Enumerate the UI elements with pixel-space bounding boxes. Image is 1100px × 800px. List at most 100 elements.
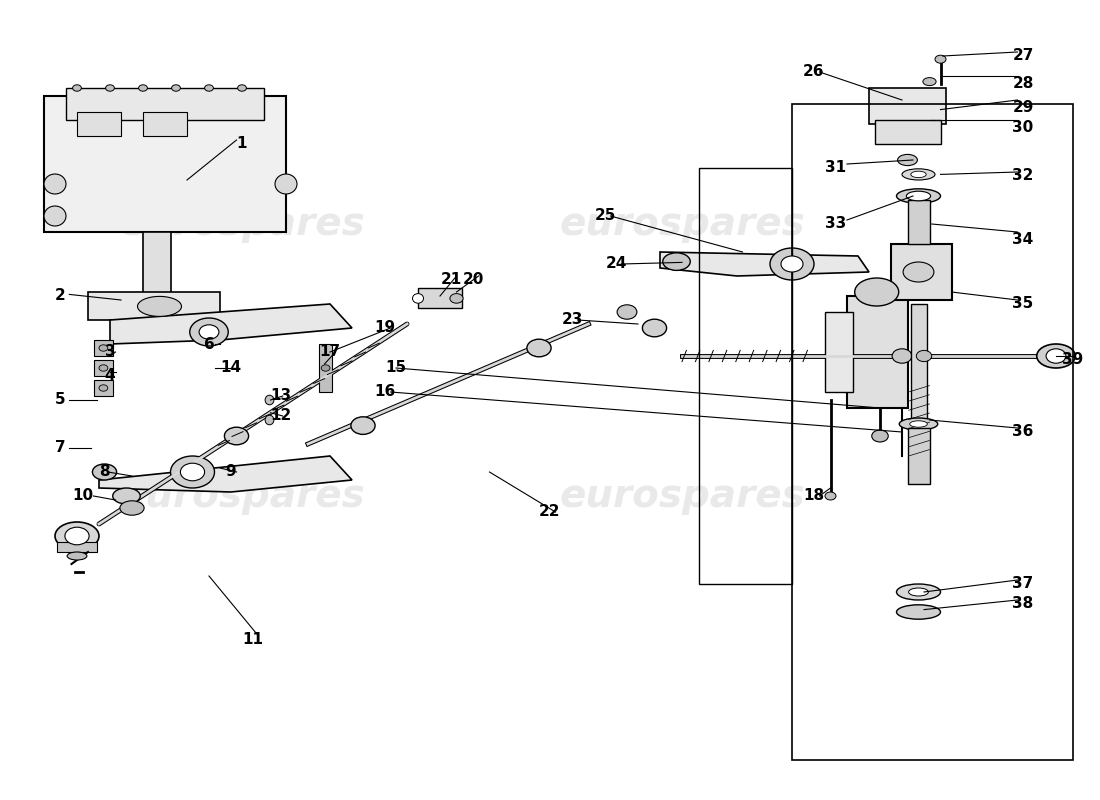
Ellipse shape — [112, 488, 141, 504]
Text: 6: 6 — [204, 337, 214, 351]
Text: 2: 2 — [55, 289, 66, 303]
Ellipse shape — [910, 421, 927, 427]
Ellipse shape — [65, 527, 89, 545]
Bar — [143, 232, 170, 296]
Ellipse shape — [527, 339, 551, 357]
Bar — [319, 344, 332, 392]
Ellipse shape — [412, 294, 424, 303]
Ellipse shape — [642, 319, 667, 337]
Bar — [57, 542, 97, 552]
Text: eurospares: eurospares — [119, 205, 365, 243]
Text: 39: 39 — [1062, 353, 1084, 367]
Ellipse shape — [99, 365, 108, 371]
Text: 29: 29 — [1012, 101, 1034, 115]
Text: 38: 38 — [1012, 597, 1034, 611]
Bar — [418, 288, 462, 308]
Ellipse shape — [898, 154, 917, 166]
Text: 19: 19 — [374, 321, 396, 335]
Bar — [869, 88, 946, 124]
Text: 15: 15 — [385, 361, 407, 375]
Bar — [143, 112, 187, 136]
Ellipse shape — [180, 463, 205, 481]
Bar — [911, 304, 927, 456]
Ellipse shape — [923, 78, 936, 86]
Ellipse shape — [44, 206, 66, 226]
Ellipse shape — [911, 171, 926, 178]
Ellipse shape — [99, 385, 108, 391]
Text: 33: 33 — [825, 217, 847, 231]
Text: 32: 32 — [1012, 169, 1034, 183]
Bar — [891, 244, 952, 300]
Ellipse shape — [106, 85, 114, 91]
Ellipse shape — [902, 169, 935, 180]
Bar — [908, 428, 930, 484]
Ellipse shape — [916, 350, 932, 362]
Ellipse shape — [617, 305, 637, 319]
Text: 3: 3 — [104, 345, 116, 359]
Ellipse shape — [265, 415, 274, 425]
Text: 1: 1 — [236, 137, 248, 151]
Text: eurospares: eurospares — [559, 205, 805, 243]
Ellipse shape — [896, 605, 940, 619]
Ellipse shape — [900, 418, 937, 430]
Text: 8: 8 — [99, 465, 110, 479]
Text: 5: 5 — [55, 393, 66, 407]
Text: 22: 22 — [539, 505, 561, 519]
Ellipse shape — [92, 464, 117, 480]
Text: 36: 36 — [1012, 425, 1034, 439]
Ellipse shape — [238, 85, 246, 91]
Ellipse shape — [662, 253, 691, 270]
Text: 4: 4 — [104, 369, 116, 383]
Ellipse shape — [99, 345, 108, 351]
Ellipse shape — [275, 174, 297, 194]
Bar — [44, 96, 286, 232]
Polygon shape — [660, 252, 869, 276]
Text: 27: 27 — [1012, 49, 1034, 63]
Text: 28: 28 — [1012, 77, 1034, 91]
Text: 9: 9 — [226, 465, 236, 479]
Ellipse shape — [1036, 344, 1076, 368]
Text: 11: 11 — [242, 633, 264, 647]
Text: 20: 20 — [462, 273, 484, 287]
Bar — [66, 88, 264, 120]
Ellipse shape — [199, 325, 219, 339]
Ellipse shape — [450, 294, 463, 303]
Ellipse shape — [871, 430, 889, 442]
Ellipse shape — [224, 427, 249, 445]
Text: eurospares: eurospares — [559, 477, 805, 515]
Ellipse shape — [770, 248, 814, 280]
Ellipse shape — [909, 588, 928, 596]
Bar — [792, 104, 1072, 760]
Polygon shape — [110, 304, 352, 344]
Bar — [874, 120, 940, 144]
Ellipse shape — [892, 349, 912, 363]
Ellipse shape — [67, 552, 87, 560]
Ellipse shape — [73, 85, 81, 91]
Text: 7: 7 — [55, 441, 66, 455]
Ellipse shape — [935, 55, 946, 63]
Ellipse shape — [906, 191, 931, 201]
Bar — [825, 312, 852, 392]
Text: 21: 21 — [440, 273, 462, 287]
Text: 31: 31 — [825, 161, 847, 175]
Text: 34: 34 — [1012, 233, 1034, 247]
Bar — [698, 168, 792, 584]
Ellipse shape — [1046, 349, 1066, 363]
Ellipse shape — [855, 278, 899, 306]
Ellipse shape — [205, 85, 213, 91]
Text: 26: 26 — [803, 65, 825, 79]
Ellipse shape — [265, 395, 274, 405]
Text: 10: 10 — [72, 489, 94, 503]
Text: 23: 23 — [561, 313, 583, 327]
Ellipse shape — [138, 296, 182, 316]
Ellipse shape — [903, 262, 934, 282]
Bar — [908, 200, 930, 244]
Text: 13: 13 — [270, 389, 292, 403]
Bar — [88, 292, 220, 320]
Ellipse shape — [120, 501, 144, 515]
Text: 35: 35 — [1012, 297, 1034, 311]
Bar — [847, 296, 907, 408]
Text: 14: 14 — [220, 361, 242, 375]
Bar — [94, 340, 113, 356]
Text: 25: 25 — [594, 209, 616, 223]
